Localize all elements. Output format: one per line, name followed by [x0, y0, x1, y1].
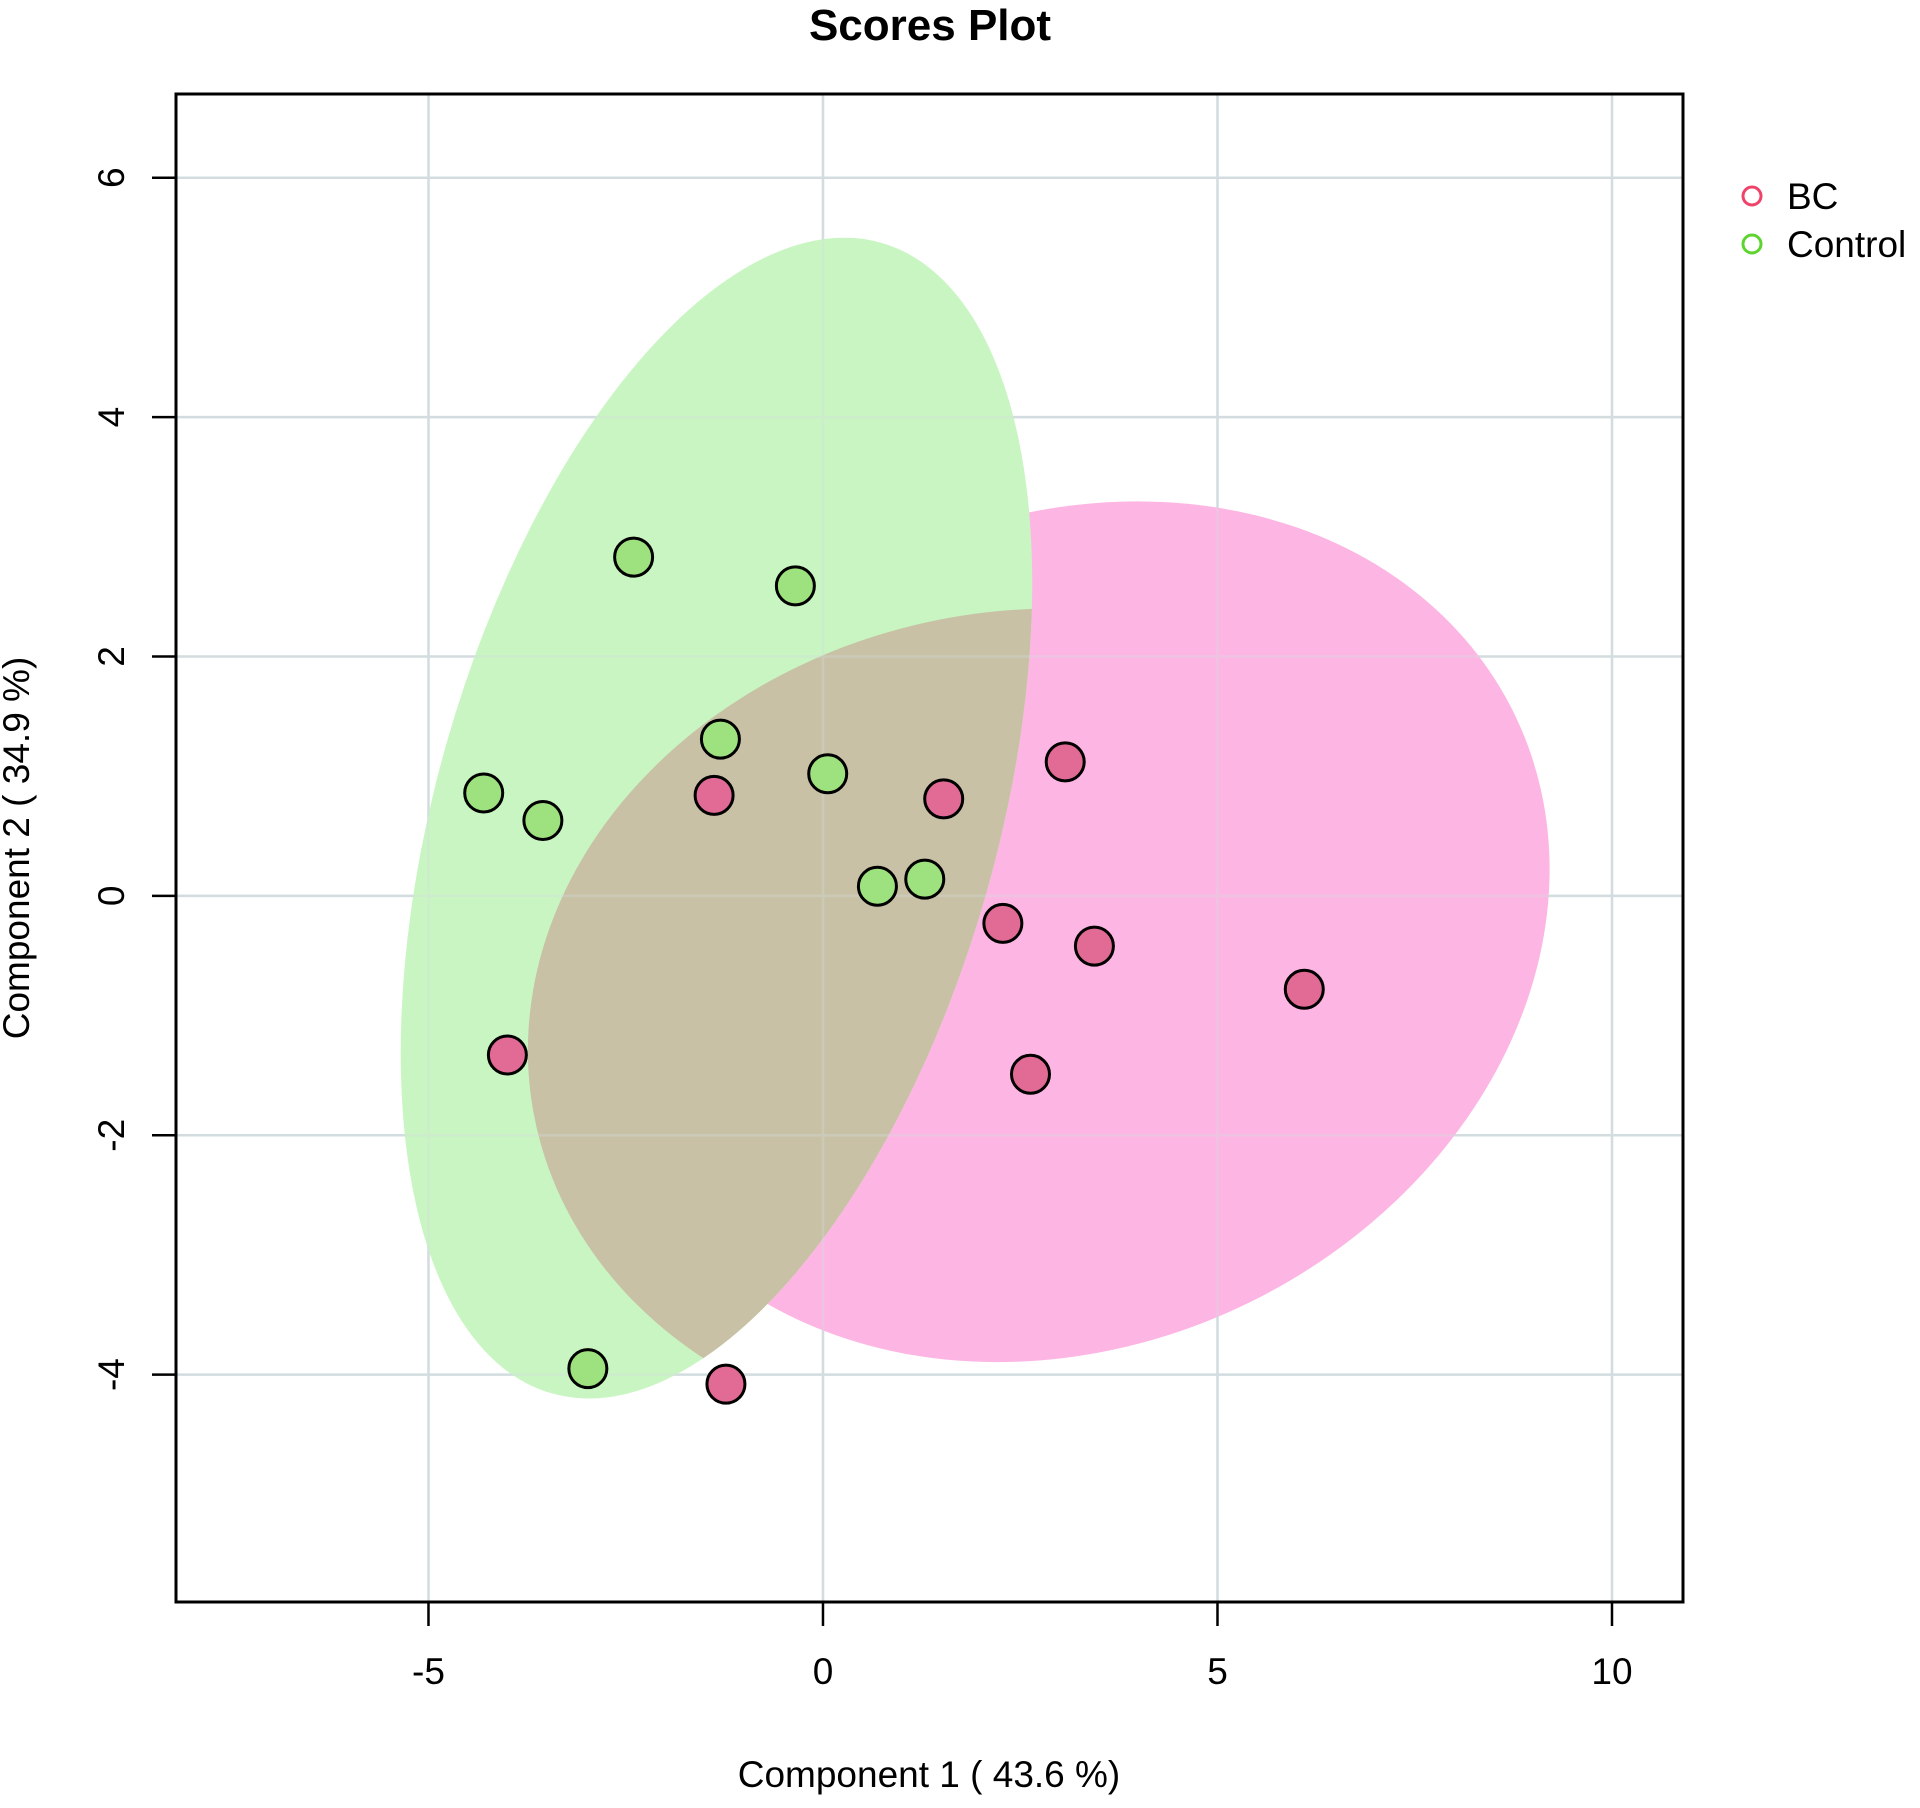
point-bc [1073, 925, 1115, 967]
point-control [699, 718, 741, 760]
x-tick-label: 10 [1591, 1651, 1632, 1692]
point-control [613, 536, 655, 578]
data-points [463, 536, 1325, 1405]
y-tick-label: 0 [91, 886, 132, 907]
legend-label-control: Control [1787, 224, 1906, 265]
legend-marker-bc [1741, 185, 1763, 207]
y-tick-label: -4 [91, 1358, 132, 1391]
point-bc [705, 1363, 747, 1405]
point-control [522, 799, 564, 841]
y-axis: -4 -2 0 2 4 6 [91, 167, 176, 1391]
x-tick-label: 0 [813, 1651, 834, 1692]
y-tick-label: 2 [91, 646, 132, 667]
grid-overlay [176, 94, 1683, 1602]
chart-title: Scores Plot [809, 1, 1051, 50]
x-tick-label: -5 [412, 1651, 445, 1692]
point-bc [1283, 968, 1325, 1010]
legend-marker-control [1741, 233, 1763, 255]
point-bc [486, 1034, 528, 1076]
point-control [567, 1348, 609, 1390]
x-axis: -5 0 5 10 [412, 1602, 1633, 1692]
point-control [463, 772, 505, 814]
point-bc [693, 774, 735, 816]
point-bc [982, 902, 1024, 944]
legend: BC Control [1741, 176, 1906, 265]
ellipse-overlap [461, 531, 1033, 1399]
point-control [904, 858, 946, 900]
y-axis-label: Component 2 ( 34.9 %) [0, 657, 37, 1040]
y-tick-label: -2 [91, 1119, 132, 1152]
point-control [774, 565, 816, 607]
x-axis-label: Component 1 ( 43.6 %) [738, 1754, 1121, 1795]
point-bc [1044, 741, 1086, 783]
y-tick-label: 4 [91, 407, 132, 428]
x-tick-label: 5 [1207, 1651, 1228, 1692]
point-bc [923, 778, 965, 820]
confidence-ellipses [176, 94, 1683, 1602]
plot-frame [174, 92, 1685, 1604]
point-bc [1009, 1053, 1051, 1095]
point-control [856, 865, 898, 907]
y-tick-label: 6 [91, 167, 132, 188]
legend-label-bc: BC [1787, 176, 1838, 217]
point-control [807, 753, 849, 795]
